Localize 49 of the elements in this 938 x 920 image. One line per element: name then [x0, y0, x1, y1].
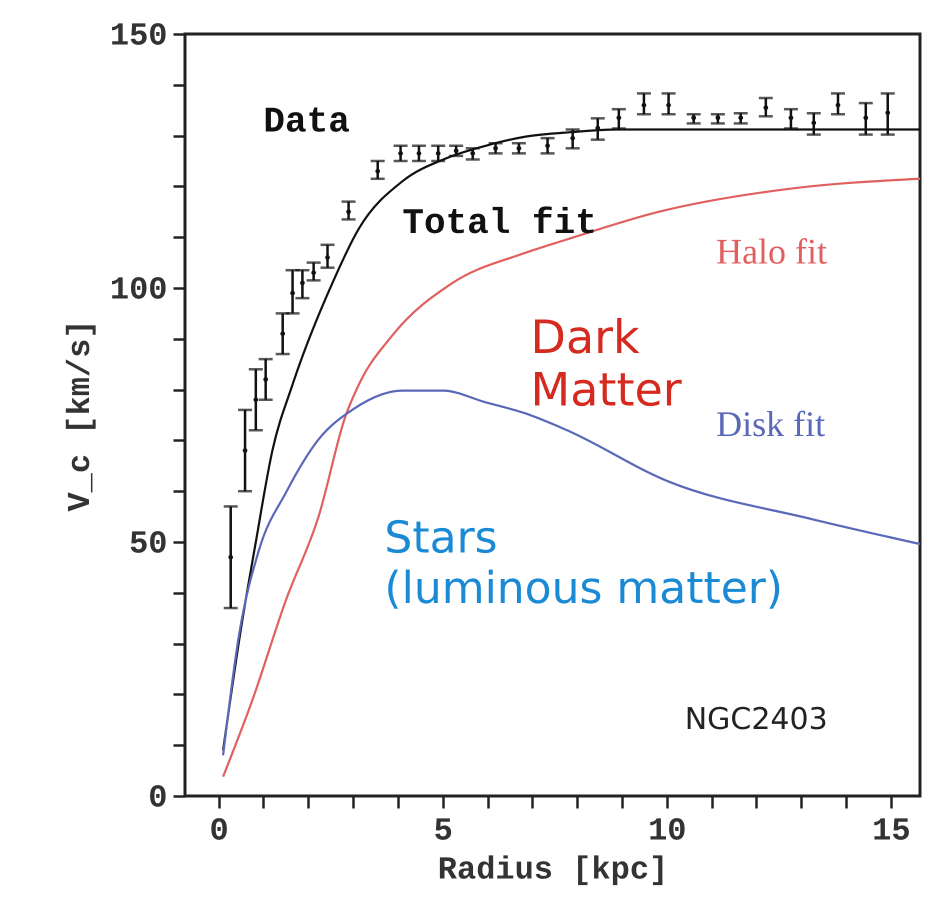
- point: [454, 148, 458, 154]
- point: [716, 115, 720, 120]
- y-tick-label: 0: [148, 780, 168, 816]
- point: [325, 255, 330, 260]
- point: [642, 102, 646, 108]
- point: [788, 115, 794, 120]
- point: [811, 120, 816, 126]
- point: [242, 448, 248, 453]
- y-axis-title: V_c [km/s]: [62, 319, 99, 512]
- y-tick-label: 150: [110, 18, 168, 54]
- point: [253, 397, 258, 402]
- point: [398, 151, 403, 156]
- x-tick-label: 0: [210, 812, 229, 850]
- annotation: NGC2403: [684, 702, 828, 737]
- point: [836, 102, 840, 108]
- point: [666, 102, 671, 108]
- y-tick-label: 50: [129, 526, 168, 562]
- point: [516, 146, 522, 151]
- annotation: Dark Matter: [530, 310, 682, 417]
- point: [416, 151, 422, 156]
- point: [763, 105, 768, 110]
- x-axis-title: Radius [kpc]: [438, 852, 668, 888]
- point: [228, 554, 234, 560]
- point: [290, 290, 295, 296]
- point: [263, 377, 268, 382]
- series-label: Halo fit: [716, 231, 828, 272]
- point: [691, 115, 696, 120]
- x-tick-label: 10: [648, 812, 686, 850]
- point: [616, 115, 622, 120]
- y-tick-label: 100: [110, 272, 168, 308]
- annotation: Stars (luminous matter): [384, 512, 784, 614]
- point: [300, 280, 305, 286]
- x-tick-label: 15: [872, 812, 911, 850]
- point: [346, 209, 351, 214]
- point: [885, 110, 890, 116]
- x-tick-label: 5: [434, 812, 453, 850]
- point: [863, 115, 868, 120]
- series-label: Data: [263, 101, 350, 142]
- point: [493, 146, 498, 151]
- point: [470, 151, 476, 156]
- point: [280, 331, 286, 336]
- series-label: Disk fit: [716, 404, 826, 444]
- point: [570, 136, 576, 140]
- point: [311, 270, 316, 276]
- point: [545, 143, 550, 148]
- point: [738, 115, 744, 120]
- point: [375, 168, 380, 174]
- series-label: Total fit: [402, 202, 597, 244]
- point: [436, 151, 441, 156]
